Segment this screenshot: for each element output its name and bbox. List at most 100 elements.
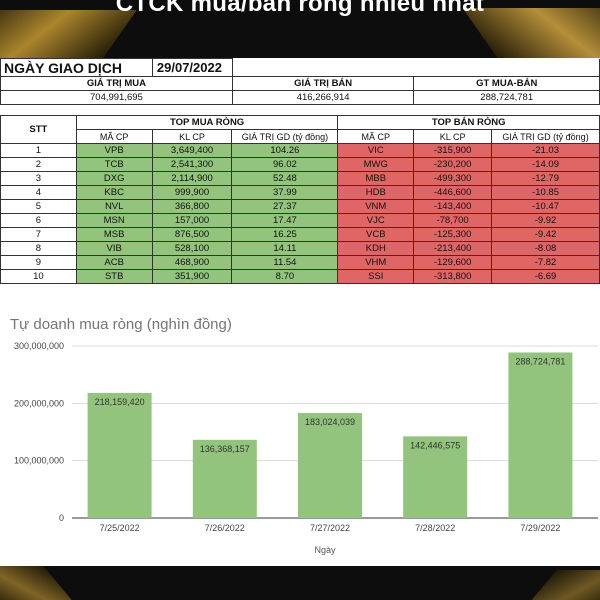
- bar: [87, 392, 152, 518]
- cell-sell-code: VCB: [337, 227, 415, 242]
- cell-buy-val: 8.70: [231, 269, 339, 284]
- x-tick-label: 7/29/2022: [520, 523, 560, 533]
- cell-stt: 2: [0, 157, 77, 172]
- cell-sell-qty: -129,600: [413, 255, 493, 270]
- cell-sell-qty: -230,200: [413, 157, 493, 172]
- cell-buy-qty: 157,000: [151, 213, 233, 228]
- bar: [508, 352, 573, 518]
- cell-buy-val: 104.26: [231, 143, 339, 158]
- cell-stt: 9: [0, 255, 77, 270]
- cell-stt: 6: [0, 213, 77, 228]
- cell-buy-val: 16.25: [231, 227, 339, 242]
- date-value: 29/07/2022: [151, 58, 233, 77]
- cell-sell-qty: -213,400: [413, 241, 493, 256]
- buy-qty-header: KL CP: [151, 129, 233, 144]
- content-panel: NGÀY GIAO DỊCH 29/07/2022 GIÁ TRỊ MUA GI…: [0, 58, 600, 566]
- cell-stt: 4: [0, 185, 77, 200]
- chart-area: Tự doanh mua ròng (nghìn đồng) 0 100,000,…: [0, 308, 600, 566]
- cell-sell-val: -12.79: [491, 171, 600, 186]
- cell-stt: 10: [0, 269, 77, 284]
- cell-sell-qty: -313,800: [413, 269, 493, 284]
- gold-stripe-footer-left: [0, 566, 77, 600]
- x-tick-label: 7/25/2022: [100, 523, 140, 533]
- bar-value-label: 288,724,781: [515, 356, 565, 366]
- table-row: 5 NVL 366,800 27.37 VNM -143,400 -10.47: [0, 199, 600, 214]
- footer-band: [0, 566, 600, 600]
- net-value-label: GT MUA-BÁN: [413, 76, 600, 91]
- cell-buy-val: 27.37: [231, 199, 339, 214]
- net-value: 288,724,781: [413, 90, 600, 105]
- summary-table: NGÀY GIAO DỊCH 29/07/2022 GIÁ TRỊ MUA GI…: [0, 58, 600, 105]
- cell-sell-val: -14.09: [491, 157, 600, 172]
- cell-sell-code: VHM: [337, 255, 415, 270]
- table-row: 8 VIB 528,100 14.11 KDH -213,400 -8.08: [0, 241, 600, 256]
- table-row: 6 MSN 157,000 17.47 VJC -78,700 -9.92: [0, 213, 600, 228]
- cell-sell-val: -7.82: [491, 255, 600, 270]
- table-row: 3 DXG 2,114,900 52.48 MBB -499,300 -12.79: [0, 171, 600, 186]
- cell-buy-qty: 366,800: [151, 199, 233, 214]
- table-row: 1 VPB 3,649,400 104.26 VIC -315,900 -21.03: [0, 143, 600, 158]
- cell-sell-val: -9.92: [491, 213, 600, 228]
- cell-buy-code: STB: [75, 269, 153, 284]
- cell-buy-val: 96.02: [231, 157, 339, 172]
- bar-value-label: 142,446,575: [410, 440, 460, 450]
- cell-sell-qty: -78,700: [413, 213, 493, 228]
- cell-buy-val: 11.54: [231, 255, 339, 270]
- cell-sell-code: VJC: [337, 213, 415, 228]
- cell-sell-val: -9.42: [491, 227, 600, 242]
- bar-value-label: 183,024,039: [305, 417, 355, 427]
- bar: [403, 436, 468, 518]
- cell-buy-qty: 3,649,400: [151, 143, 233, 158]
- cell-sell-qty: -143,400: [413, 199, 493, 214]
- table-body: 1 VPB 3,649,400 104.26 VIC -315,900 -21.03 2 TCB…: [0, 143, 600, 284]
- cell-stt: 7: [0, 227, 77, 242]
- y-tick-label: 0: [59, 513, 64, 523]
- bar-value-label: 218,159,420: [95, 397, 145, 407]
- cell-buy-qty: 999,900: [151, 185, 233, 200]
- cell-buy-val: 17.47: [231, 213, 339, 228]
- cell-sell-code: MBB: [337, 171, 415, 186]
- cell-buy-val: 37.99: [231, 185, 339, 200]
- bar-chart: 0 100,000,000 200,000,000 300,000,000 218,15…: [14, 341, 598, 555]
- cell-stt: 8: [0, 241, 77, 256]
- cell-buy-code: NVL: [75, 199, 153, 214]
- top-stocks-table: STT TOP MUA RÒNG TOP BÁN RÒNG MÃ CP KL C…: [0, 115, 600, 284]
- x-tick-label: 7/28/2022: [415, 523, 455, 533]
- cell-sell-val: -10.47: [491, 199, 600, 214]
- cell-buy-code: VPB: [75, 143, 153, 158]
- cell-buy-qty: 876,500: [151, 227, 233, 242]
- cell-buy-qty: 468,900: [151, 255, 233, 270]
- cell-sell-val: -21.03: [491, 143, 600, 158]
- gold-stripe-footer-right: [523, 570, 600, 600]
- table-row: 10 STB 351,900 8.70 SSI -313,800 -6.69: [0, 269, 600, 284]
- cell-buy-val: 52.48: [231, 171, 339, 186]
- cell-buy-code: TCB: [75, 157, 153, 172]
- cell-sell-qty: -125,300: [413, 227, 493, 242]
- buy-code-header: MÃ CP: [75, 129, 153, 144]
- cell-sell-code: KDH: [337, 241, 415, 256]
- y-tick-label: 200,000,000: [14, 398, 64, 408]
- cell-sell-val: -6.69: [491, 269, 600, 284]
- table-row: 9 ACB 468,900 11.54 VHM -129,600 -7.82: [0, 255, 600, 270]
- cell-sell-code: VNM: [337, 199, 415, 214]
- cell-sell-qty: -315,900: [413, 143, 493, 158]
- buy-val-header: GIÁ TRỊ GD (tỷ đồng): [231, 129, 339, 144]
- cell-stt: 3: [0, 171, 77, 186]
- y-tick-label: 100,000,000: [14, 456, 64, 466]
- sell-qty-header: KL CP: [413, 129, 493, 144]
- x-tick-label: 7/27/2022: [310, 523, 350, 533]
- cell-buy-qty: 528,100: [151, 241, 233, 256]
- sell-value: 416,266,914: [231, 90, 415, 105]
- cell-sell-val: -8.08: [491, 241, 600, 256]
- cell-sell-code: MWG: [337, 157, 415, 172]
- cell-sell-qty: -446,600: [413, 185, 493, 200]
- cell-buy-qty: 2,541,300: [151, 157, 233, 172]
- cell-sell-code: VIC: [337, 143, 415, 158]
- header-band: CTCK mua/bán ròng nhiều nhất: [0, 0, 600, 58]
- sell-val-header: GIÁ TRỊ GD (tỷ đồng): [491, 129, 600, 144]
- cell-buy-code: ACB: [75, 255, 153, 270]
- x-axis-label: Ngày: [314, 545, 336, 555]
- bar: [192, 439, 257, 518]
- cell-sell-val: -10.85: [491, 185, 600, 200]
- cell-sell-code: SSI: [337, 269, 415, 284]
